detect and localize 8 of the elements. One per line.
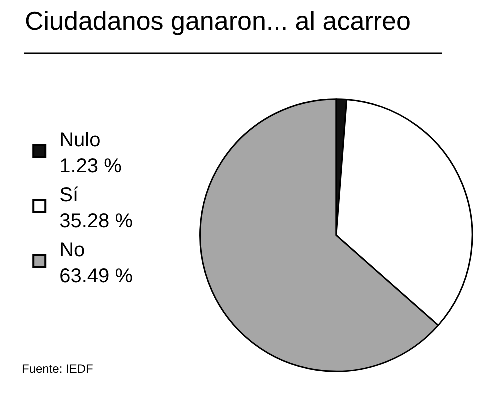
data-label: 63.49 % xyxy=(60,265,134,288)
data-label: 1.23 % xyxy=(60,155,122,178)
legend-label: No xyxy=(60,239,86,262)
legend-label: Nulo xyxy=(60,129,101,152)
source-note: Fuente: IEDF xyxy=(22,362,94,376)
chart-title: Ciudadanos ganaron... al acarreo xyxy=(25,6,411,36)
legend-label: Sí xyxy=(60,184,79,206)
data-label: 35.28 % xyxy=(60,210,134,232)
